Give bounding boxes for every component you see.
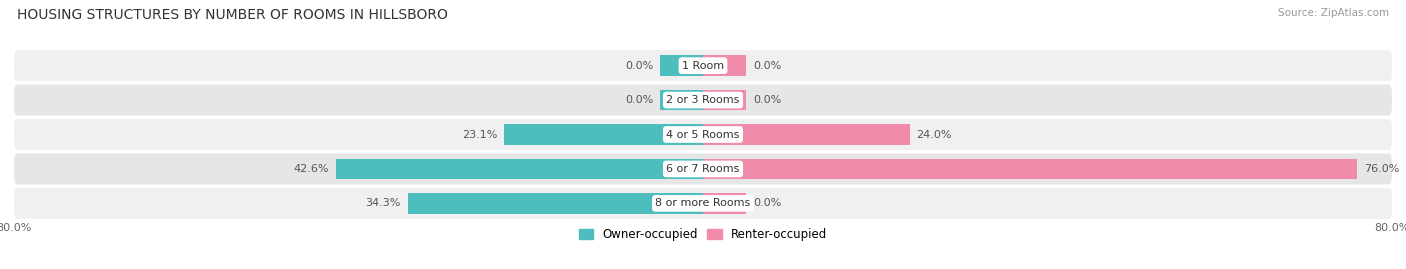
Text: 0.0%: 0.0% <box>754 61 782 71</box>
Text: 76.0%: 76.0% <box>1364 164 1400 174</box>
Bar <box>659 55 703 76</box>
Text: HOUSING STRUCTURES BY NUMBER OF ROOMS IN HILLSBORO: HOUSING STRUCTURES BY NUMBER OF ROOMS IN… <box>17 8 447 22</box>
Bar <box>336 159 703 179</box>
Legend: Owner-occupied, Renter-occupied: Owner-occupied, Renter-occupied <box>574 223 832 246</box>
Text: 23.1%: 23.1% <box>461 129 498 140</box>
Text: Source: ZipAtlas.com: Source: ZipAtlas.com <box>1278 8 1389 18</box>
Text: 6 or 7 Rooms: 6 or 7 Rooms <box>666 164 740 174</box>
Bar <box>505 124 703 145</box>
Text: 8 or more Rooms: 8 or more Rooms <box>655 198 751 208</box>
Bar <box>703 193 747 214</box>
FancyBboxPatch shape <box>14 119 1392 150</box>
FancyBboxPatch shape <box>14 50 1392 81</box>
Text: 2 or 3 Rooms: 2 or 3 Rooms <box>666 95 740 105</box>
FancyBboxPatch shape <box>14 84 1392 116</box>
Bar <box>659 90 703 110</box>
Text: 42.6%: 42.6% <box>294 164 329 174</box>
Text: 0.0%: 0.0% <box>624 61 652 71</box>
Text: 0.0%: 0.0% <box>624 95 652 105</box>
Text: 1 Room: 1 Room <box>682 61 724 71</box>
Bar <box>703 159 1358 179</box>
Bar <box>703 124 910 145</box>
FancyBboxPatch shape <box>14 188 1392 219</box>
Text: 4 or 5 Rooms: 4 or 5 Rooms <box>666 129 740 140</box>
Text: 0.0%: 0.0% <box>754 198 782 208</box>
Text: 0.0%: 0.0% <box>754 95 782 105</box>
Bar <box>703 55 747 76</box>
FancyBboxPatch shape <box>14 153 1392 185</box>
Bar <box>408 193 703 214</box>
Text: 34.3%: 34.3% <box>366 198 401 208</box>
Text: 24.0%: 24.0% <box>917 129 952 140</box>
Bar <box>703 90 747 110</box>
